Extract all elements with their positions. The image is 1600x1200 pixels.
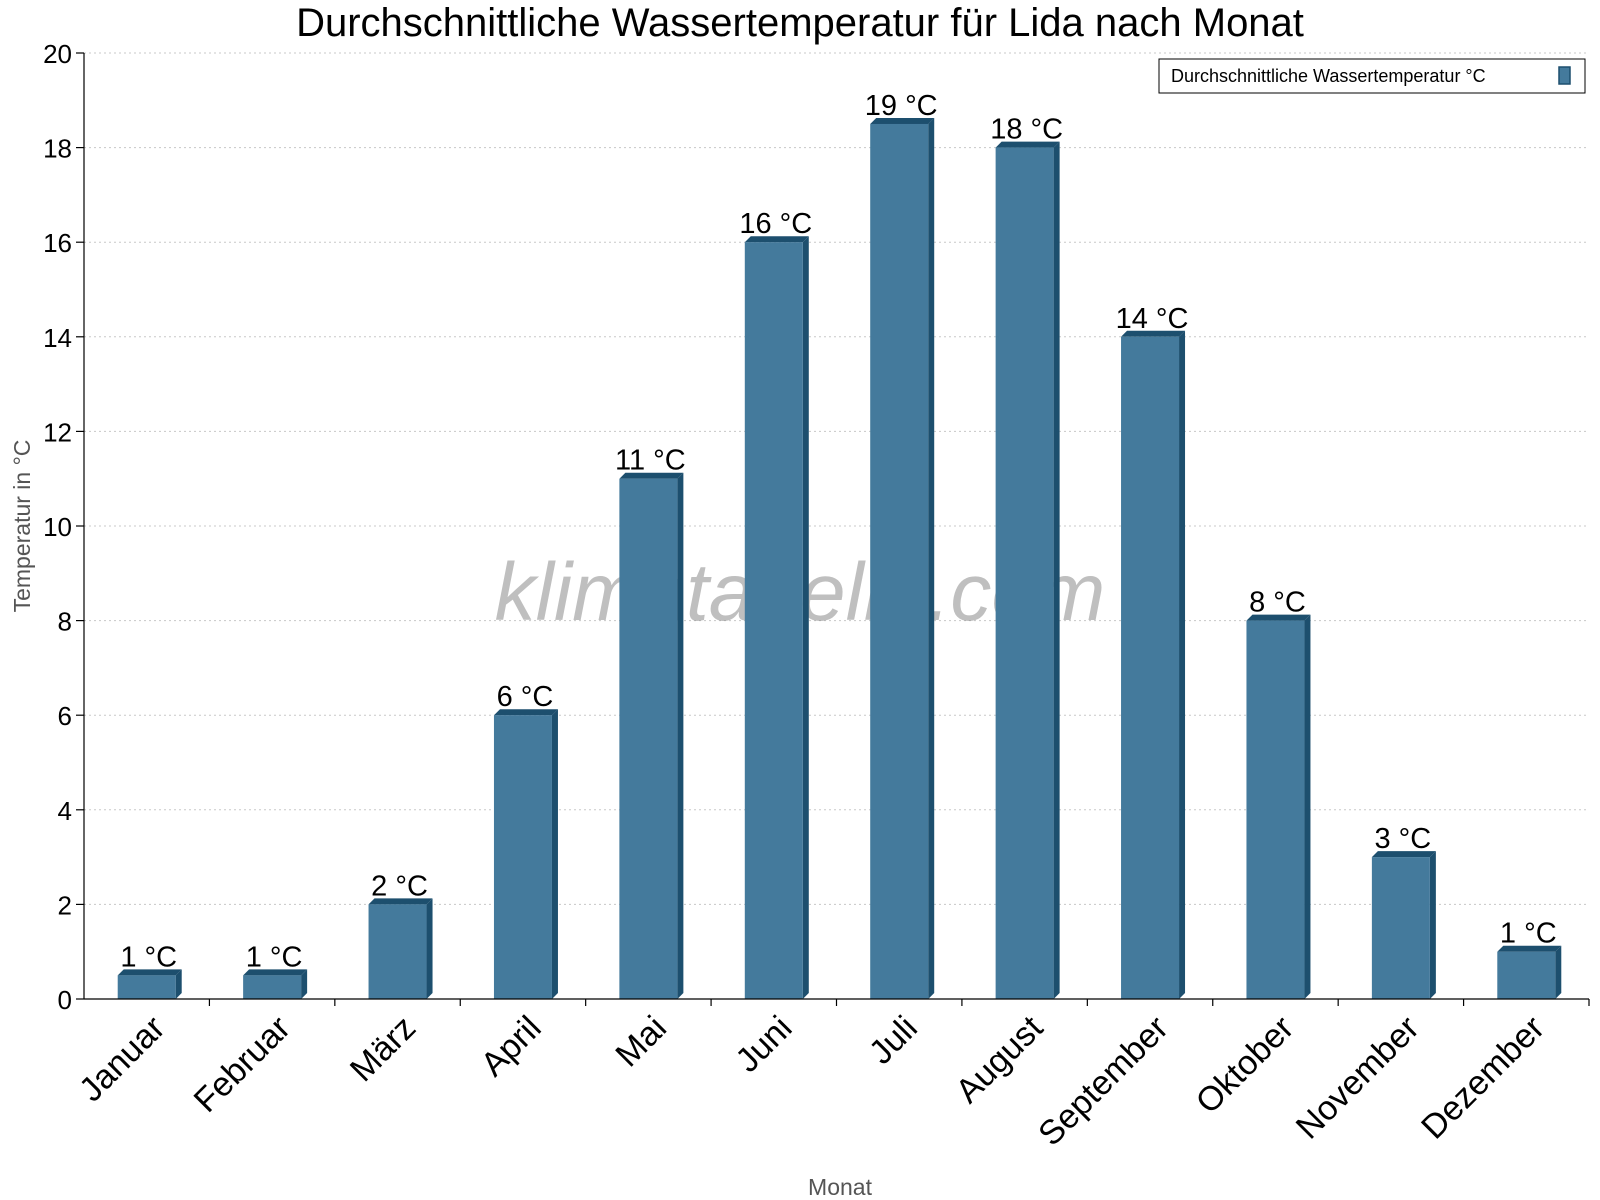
y-tick-label: 20 bbox=[43, 39, 72, 69]
bar bbox=[995, 141, 1060, 1000]
data-label: 19 °C bbox=[865, 90, 938, 122]
bar-side bbox=[1555, 945, 1562, 999]
bar bbox=[619, 472, 684, 999]
bar-side bbox=[677, 472, 684, 999]
bar bbox=[493, 709, 558, 999]
legend-label: Durchschnittliche Wassertemperatur °C bbox=[1171, 66, 1486, 86]
bar-front bbox=[493, 715, 552, 999]
y-tick-label: 10 bbox=[43, 512, 72, 542]
bar bbox=[243, 969, 308, 999]
data-label: 1 °C bbox=[120, 941, 177, 973]
gridlines bbox=[84, 52, 1589, 905]
bar-front bbox=[1121, 336, 1180, 999]
data-label: 6 °C bbox=[497, 681, 554, 713]
data-label: 1 °C bbox=[1500, 918, 1557, 950]
bar-front bbox=[1246, 620, 1305, 999]
bar-front bbox=[243, 975, 302, 999]
bar-side bbox=[426, 898, 433, 999]
legend-box bbox=[1158, 58, 1586, 94]
bar-front bbox=[744, 242, 803, 999]
bar-top bbox=[493, 709, 558, 716]
bar bbox=[1371, 851, 1436, 999]
bar-top bbox=[619, 472, 684, 479]
bar-top bbox=[1121, 330, 1186, 337]
bar-side bbox=[1304, 614, 1311, 999]
bar bbox=[1246, 614, 1311, 999]
bar-side bbox=[301, 969, 308, 999]
bar bbox=[1121, 330, 1186, 999]
bar-top bbox=[1371, 851, 1436, 858]
bar-top bbox=[243, 969, 308, 976]
y-tick-label: 6 bbox=[58, 701, 72, 731]
x-tick-label: März bbox=[343, 1009, 423, 1089]
bar-top bbox=[1246, 614, 1311, 621]
y-axis-ticks: 0 2 4 6 8 10 12 14 16 18 20 bbox=[43, 39, 84, 1015]
bar-top bbox=[1497, 945, 1562, 952]
x-tick-label: Juli bbox=[862, 1009, 925, 1072]
x-axis-ticks: Januar Februar März April Mai Juni Juli AugustS… bbox=[72, 999, 1590, 1153]
bar-top bbox=[368, 898, 433, 905]
x-tick-label: August bbox=[949, 1008, 1051, 1110]
x-tick-label: November bbox=[1289, 1009, 1427, 1147]
bar-side bbox=[1179, 330, 1186, 999]
bar bbox=[870, 117, 935, 999]
x-tick-label: April bbox=[474, 1009, 549, 1084]
data-label: 14 °C bbox=[1116, 303, 1189, 335]
bar-top bbox=[870, 117, 935, 124]
bar-top bbox=[995, 141, 1060, 148]
data-label: 2 °C bbox=[371, 870, 428, 902]
x-tick-label: Juni bbox=[728, 1009, 799, 1080]
bar-front bbox=[870, 123, 929, 999]
x-axis-title: Monat bbox=[808, 1174, 873, 1200]
bar bbox=[117, 969, 182, 999]
bar-side bbox=[928, 117, 935, 999]
bar-top bbox=[117, 969, 182, 976]
y-tick-label: 0 bbox=[58, 985, 72, 1015]
bar-front bbox=[117, 975, 176, 999]
data-label: 1 °C bbox=[246, 941, 303, 973]
legend: Durchschnittliche Wassertemperatur °C bbox=[1158, 58, 1586, 94]
data-label: 18 °C bbox=[990, 114, 1063, 146]
bar-front bbox=[1371, 857, 1430, 999]
y-tick-label: 12 bbox=[43, 417, 72, 447]
bar-front bbox=[619, 478, 678, 999]
bar-side bbox=[1053, 141, 1060, 1000]
x-tick-label: September bbox=[1031, 1009, 1175, 1153]
bar bbox=[368, 898, 433, 999]
x-tick-label: Oktober bbox=[1189, 1009, 1301, 1121]
data-label: 3 °C bbox=[1375, 823, 1432, 855]
y-tick-label: 18 bbox=[43, 134, 72, 164]
data-label: 16 °C bbox=[739, 208, 812, 240]
y-tick-label: 8 bbox=[58, 607, 72, 637]
legend-swatch bbox=[1558, 66, 1571, 85]
bars: 1 °C 1 °C 2 °C 6 °C 11 °C 16 °C 19 °C 18 °C 14 °… bbox=[117, 90, 1562, 1000]
bar-front bbox=[1497, 951, 1556, 999]
x-tick-label: Mai bbox=[608, 1009, 674, 1075]
bar bbox=[1497, 945, 1562, 999]
bar-side bbox=[175, 969, 182, 999]
x-tick-label: Dezember bbox=[1414, 1009, 1552, 1147]
y-tick-label: 4 bbox=[58, 796, 72, 826]
bar bbox=[744, 236, 809, 999]
x-tick-label: Januar bbox=[72, 1009, 172, 1109]
y-tick-label: 2 bbox=[58, 890, 72, 920]
x-tick-label: Februar bbox=[187, 1009, 298, 1120]
bar-top bbox=[744, 236, 809, 243]
bar-side bbox=[551, 709, 558, 999]
bar-front bbox=[368, 904, 427, 999]
data-label: 8 °C bbox=[1249, 587, 1306, 619]
y-tick-label: 16 bbox=[43, 228, 72, 258]
data-label: 11 °C bbox=[615, 445, 686, 477]
y-axis-title: Temperatur in °C bbox=[9, 440, 35, 613]
bar-front bbox=[995, 147, 1054, 1000]
y-tick-label: 14 bbox=[43, 323, 72, 353]
chart-title: Durchschnittliche Wassertemperatur für L… bbox=[296, 1, 1304, 45]
bar-side bbox=[802, 236, 809, 999]
bar-side bbox=[1429, 851, 1436, 999]
